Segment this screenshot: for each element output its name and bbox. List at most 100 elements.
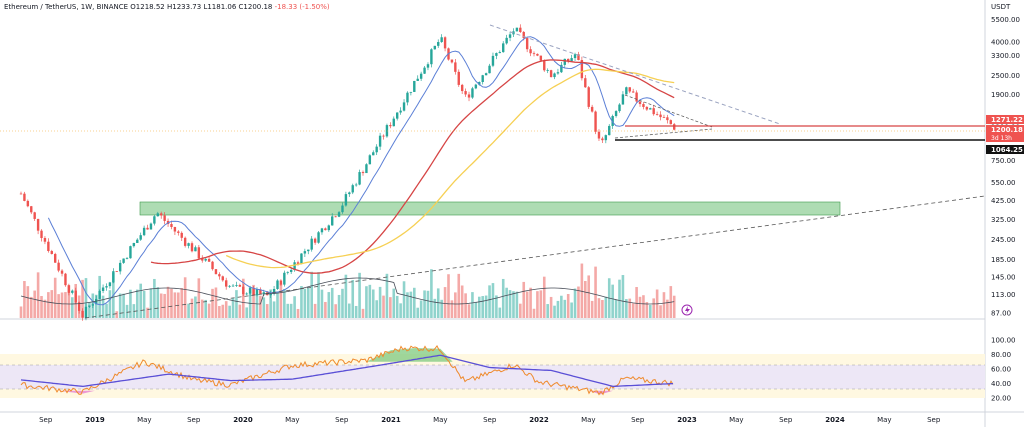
- volume-bar: [573, 288, 577, 318]
- volume-bar: [142, 290, 146, 318]
- price-tick-label: 4000.00: [991, 39, 1020, 47]
- volume-bar: [536, 291, 539, 318]
- ascending-trendline[interactable]: [84, 195, 986, 319]
- volume-bar: [187, 303, 190, 318]
- volume-bar: [447, 274, 450, 318]
- candle-body: [543, 60, 546, 71]
- volume-bar: [303, 288, 307, 318]
- rsi-tick-label: 60.00: [991, 366, 1011, 374]
- volume-bar: [590, 300, 594, 318]
- volume-bar: [320, 289, 324, 318]
- resistance-zone[interactable]: [139, 201, 841, 216]
- candle-body: [149, 223, 153, 230]
- volume-bar: [635, 287, 638, 318]
- volume-bar: [29, 296, 33, 318]
- price-tick-label: 3300.00: [991, 52, 1020, 60]
- volume-bar: [522, 281, 526, 318]
- candle-body: [324, 228, 327, 231]
- volume-bar: [406, 292, 409, 318]
- volume-bar: [604, 296, 608, 318]
- candle-body: [225, 280, 228, 287]
- rsi-lower-zone: [0, 389, 985, 398]
- candle-body: [296, 262, 300, 265]
- candle-body: [67, 285, 71, 293]
- triangle-lower-line[interactable]: [614, 128, 713, 139]
- volume-bar: [652, 298, 655, 318]
- triangle-upper-line[interactable]: [624, 94, 713, 128]
- volume-bar: [276, 291, 279, 318]
- candle-body: [666, 117, 669, 121]
- volume-bar: [183, 277, 187, 318]
- time-tick-label: Sep: [39, 416, 53, 424]
- volume-bar: [135, 289, 139, 318]
- volume-bar: [457, 273, 461, 318]
- volume-bar: [481, 296, 484, 318]
- candle-body: [440, 37, 443, 43]
- candle-body: [416, 78, 419, 81]
- lightning-icon[interactable]: [681, 304, 693, 316]
- volume-bar: [642, 295, 645, 318]
- volume-bar: [618, 279, 621, 318]
- candle-body: [389, 125, 392, 127]
- candle-body: [142, 227, 146, 236]
- volume-bar: [443, 287, 447, 318]
- price-tick-label: 113.00: [991, 291, 1016, 299]
- volume-bar: [200, 299, 204, 318]
- candle-body: [372, 152, 375, 156]
- volume-bar: [638, 296, 642, 318]
- volume-bar: [614, 299, 618, 318]
- candle-body: [567, 58, 570, 62]
- time-tick-label: Sep: [779, 416, 793, 424]
- candle-body: [300, 253, 303, 265]
- volume-bar: [430, 269, 433, 318]
- volume-bar: [413, 287, 416, 318]
- candle-body: [132, 242, 136, 247]
- volume-bar: [460, 285, 464, 318]
- candle-body: [327, 225, 330, 231]
- candle-body: [443, 37, 447, 49]
- candle-body: [460, 84, 464, 92]
- candle-body: [310, 238, 313, 250]
- candle-body: [488, 65, 491, 74]
- volume-bar: [611, 284, 614, 318]
- volume-bar: [204, 299, 207, 318]
- candle-body: [245, 293, 248, 295]
- volume-bar: [262, 297, 266, 318]
- volume-bar: [512, 291, 515, 318]
- volume-bar: [33, 290, 36, 318]
- volume-bar: [423, 290, 426, 318]
- candle-body: [26, 200, 30, 207]
- candle-body: [307, 249, 310, 252]
- volume-bar: [399, 303, 402, 318]
- candle-body: [392, 118, 395, 127]
- candle-body: [170, 224, 173, 228]
- candle-body: [365, 164, 368, 174]
- volume-bar: [419, 300, 423, 318]
- volume-bar: [300, 286, 303, 318]
- volume-bar: [306, 287, 310, 318]
- volume-bar: [265, 304, 269, 318]
- volume-bar: [348, 303, 351, 318]
- volume-bar: [563, 299, 567, 318]
- candle-body: [645, 106, 649, 110]
- support-level-tag-text: 1064.25: [991, 146, 1023, 154]
- candle-body: [156, 213, 159, 217]
- volume-bar: [57, 294, 60, 318]
- candle-body: [40, 230, 43, 239]
- volume-bar: [515, 291, 519, 318]
- volume-bar: [426, 290, 430, 318]
- descending-trendline[interactable]: [489, 24, 781, 125]
- price-tick-label: 550.00: [991, 179, 1016, 187]
- volume-bar: [539, 290, 543, 318]
- time-tick-label: May: [137, 416, 151, 424]
- volume-bar: [570, 302, 573, 318]
- volume-bar: [245, 307, 249, 318]
- candle-body: [91, 304, 95, 306]
- open-value: O1218.52: [130, 3, 165, 11]
- volume-bar: [214, 287, 218, 318]
- candle-body: [54, 253, 57, 263]
- candle-body: [652, 108, 655, 115]
- price-tick-label: 325.00: [991, 216, 1016, 224]
- rsi-overbought-fill: [366, 347, 453, 362]
